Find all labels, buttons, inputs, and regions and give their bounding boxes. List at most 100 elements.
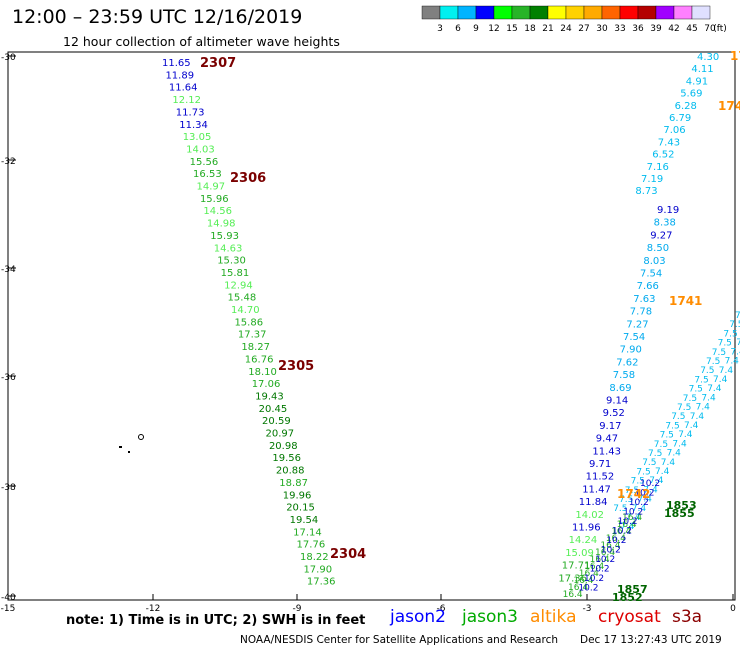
wave-height-label: 20.59 xyxy=(262,416,291,427)
wave-height-label: 16.76 xyxy=(245,354,274,365)
wave-height-label: 11.52 xyxy=(586,472,615,483)
dense-track-mark: 7.5 xyxy=(718,339,732,349)
dense-track-mark: 10.2 xyxy=(606,536,626,546)
wave-height-label: 7.78 xyxy=(630,307,652,318)
map-frame xyxy=(7,51,736,601)
dense-track-mark: 16.4 xyxy=(563,590,583,600)
island-marker xyxy=(119,446,122,448)
dense-track-mark: 7.4 xyxy=(649,476,664,486)
color-scale-bar: 3 6 9 12 15 18 21 24 27 30 33 36 39 42 45 70(ft) xyxy=(421,5,727,34)
dense-track-mark: 7.4 xyxy=(701,393,716,403)
y-tick-label: -38 xyxy=(1,483,16,493)
dense-track-mark: 10.2 xyxy=(629,498,649,508)
wave-height-label: 8.38 xyxy=(654,218,676,229)
legend-jason3: jason3 xyxy=(462,607,518,627)
wave-height-label: 14.97 xyxy=(197,182,226,193)
dense-track-mark: 10.2 xyxy=(590,565,610,575)
wave-height-label: 17.14 xyxy=(293,527,322,538)
colorbar-label: 6 xyxy=(455,24,461,34)
colorbar-label: 21 xyxy=(542,24,553,34)
wave-height-label: 20.45 xyxy=(259,404,288,415)
map-title: 12:00 – 23:59 UTC 12/16/2019 xyxy=(12,6,303,28)
island-marker xyxy=(128,451,130,453)
x-tick-label: -3 xyxy=(583,604,592,614)
wave-height-label: 7.27 xyxy=(626,319,648,330)
wave-height-label: 6.79 xyxy=(669,113,691,124)
dense-track-mark: 7.5 xyxy=(677,403,691,413)
dense-track-mark: 7.4 xyxy=(678,430,693,440)
dense-track-mark: 10.2 xyxy=(634,489,654,499)
legend-altika: altika xyxy=(530,607,577,627)
x-tick-label: -9 xyxy=(293,604,302,614)
wave-height-label: 19.56 xyxy=(272,453,301,464)
y-tick-label: -34 xyxy=(1,265,16,275)
wave-height-label: 7.16 xyxy=(647,162,669,173)
pass-number-label: 1855 xyxy=(664,507,695,520)
wave-height-label: 19.96 xyxy=(283,490,312,501)
colorbar-label: 24 xyxy=(560,24,572,34)
dense-track-mark: 7.5 xyxy=(636,467,650,477)
wave-height-label: 16.53 xyxy=(193,169,222,180)
island-marker xyxy=(138,434,144,440)
dense-track-mark: 7.4 xyxy=(684,421,699,431)
dense-track-mark: 10.2 xyxy=(640,479,660,489)
colorbar-label: 3 xyxy=(437,24,443,34)
colorbar-label: 15 xyxy=(506,24,517,34)
dense-track-mark: 16.4 xyxy=(584,562,604,572)
x-tick-label: 0 xyxy=(730,604,736,614)
dense-track-mark: 7.4 xyxy=(661,458,676,468)
wave-height-label: 7.54 xyxy=(623,332,645,343)
wave-height-label: 9.14 xyxy=(606,396,628,407)
wave-height-label: 6.28 xyxy=(675,101,697,112)
dense-track-mark: 7.5 xyxy=(625,486,639,496)
pass-number-label: 174 xyxy=(718,99,740,113)
wave-height-label: 9.71 xyxy=(589,459,611,470)
wave-height-label: 18.22 xyxy=(300,552,329,563)
dense-track-mark: 16.4 xyxy=(595,548,615,558)
wave-height-label: 20.88 xyxy=(276,466,305,477)
dense-track-mark: 7.5 xyxy=(671,412,685,422)
wave-height-label: 8.69 xyxy=(609,383,631,394)
pass-number-label: 1741 xyxy=(669,294,702,308)
colorbar-label: 27 xyxy=(578,24,589,34)
wave-height-label: 11.96 xyxy=(572,523,601,534)
legend-jason2: jason2 xyxy=(390,607,446,627)
wave-height-label: 14.24 xyxy=(569,535,598,546)
wave-height-label: 14.56 xyxy=(203,206,232,217)
wave-height-label: 4.91 xyxy=(686,76,708,87)
pass-number-label: 1742 xyxy=(617,487,650,501)
legend-note: note: 1) Time is in UTC; 2) SWH is in fe… xyxy=(66,613,366,628)
colorbar-label: 39 xyxy=(650,24,662,34)
dense-track-mark: 10.2 xyxy=(623,508,643,518)
dense-track-mark: 7.4 xyxy=(655,467,670,477)
wave-height-label: 11.47 xyxy=(582,484,611,495)
dense-track-mark: 16.4 xyxy=(622,513,642,523)
dense-track-mark: 16.4 xyxy=(568,583,588,593)
dense-track-mark: 10.2 xyxy=(618,517,638,527)
colorbar-label: 70 xyxy=(704,24,716,34)
wave-height-label: 11.34 xyxy=(179,120,208,131)
wave-height-label: 12.94 xyxy=(224,280,253,291)
dense-track-mark: 7.5 xyxy=(683,394,697,404)
dense-track-mark: 16.4 xyxy=(573,576,593,586)
wave-height-label: 8.50 xyxy=(647,243,669,254)
dense-track-mark: 7.4 xyxy=(626,513,641,523)
dense-track-mark: 7.5 xyxy=(689,385,703,395)
wave-height-label: 15.09 xyxy=(565,548,594,559)
footer-credit: NOAA/NESDIS Center for Satellite Applica… xyxy=(240,634,558,646)
dense-track-mark: 10.2 xyxy=(612,527,632,537)
x-tick-label: -12 xyxy=(146,604,161,614)
dense-track-mark: 7.5 xyxy=(648,449,662,459)
wave-height-label: 5.69 xyxy=(680,89,702,100)
wave-height-label: 11.73 xyxy=(176,107,205,118)
pass-number-label: 17 xyxy=(730,49,740,63)
dense-track-mark: 16.4 xyxy=(617,520,637,530)
wave-height-label: 15.30 xyxy=(217,256,246,267)
wave-height-label: 19.43 xyxy=(255,391,284,402)
dense-track-mark: 16.4 xyxy=(579,569,599,579)
wave-height-label: 15.96 xyxy=(200,194,229,205)
wave-height-label: 20.15 xyxy=(286,503,315,514)
dense-track-mark: 7.5 xyxy=(735,311,740,321)
colorbar-label: 42 xyxy=(668,24,679,34)
